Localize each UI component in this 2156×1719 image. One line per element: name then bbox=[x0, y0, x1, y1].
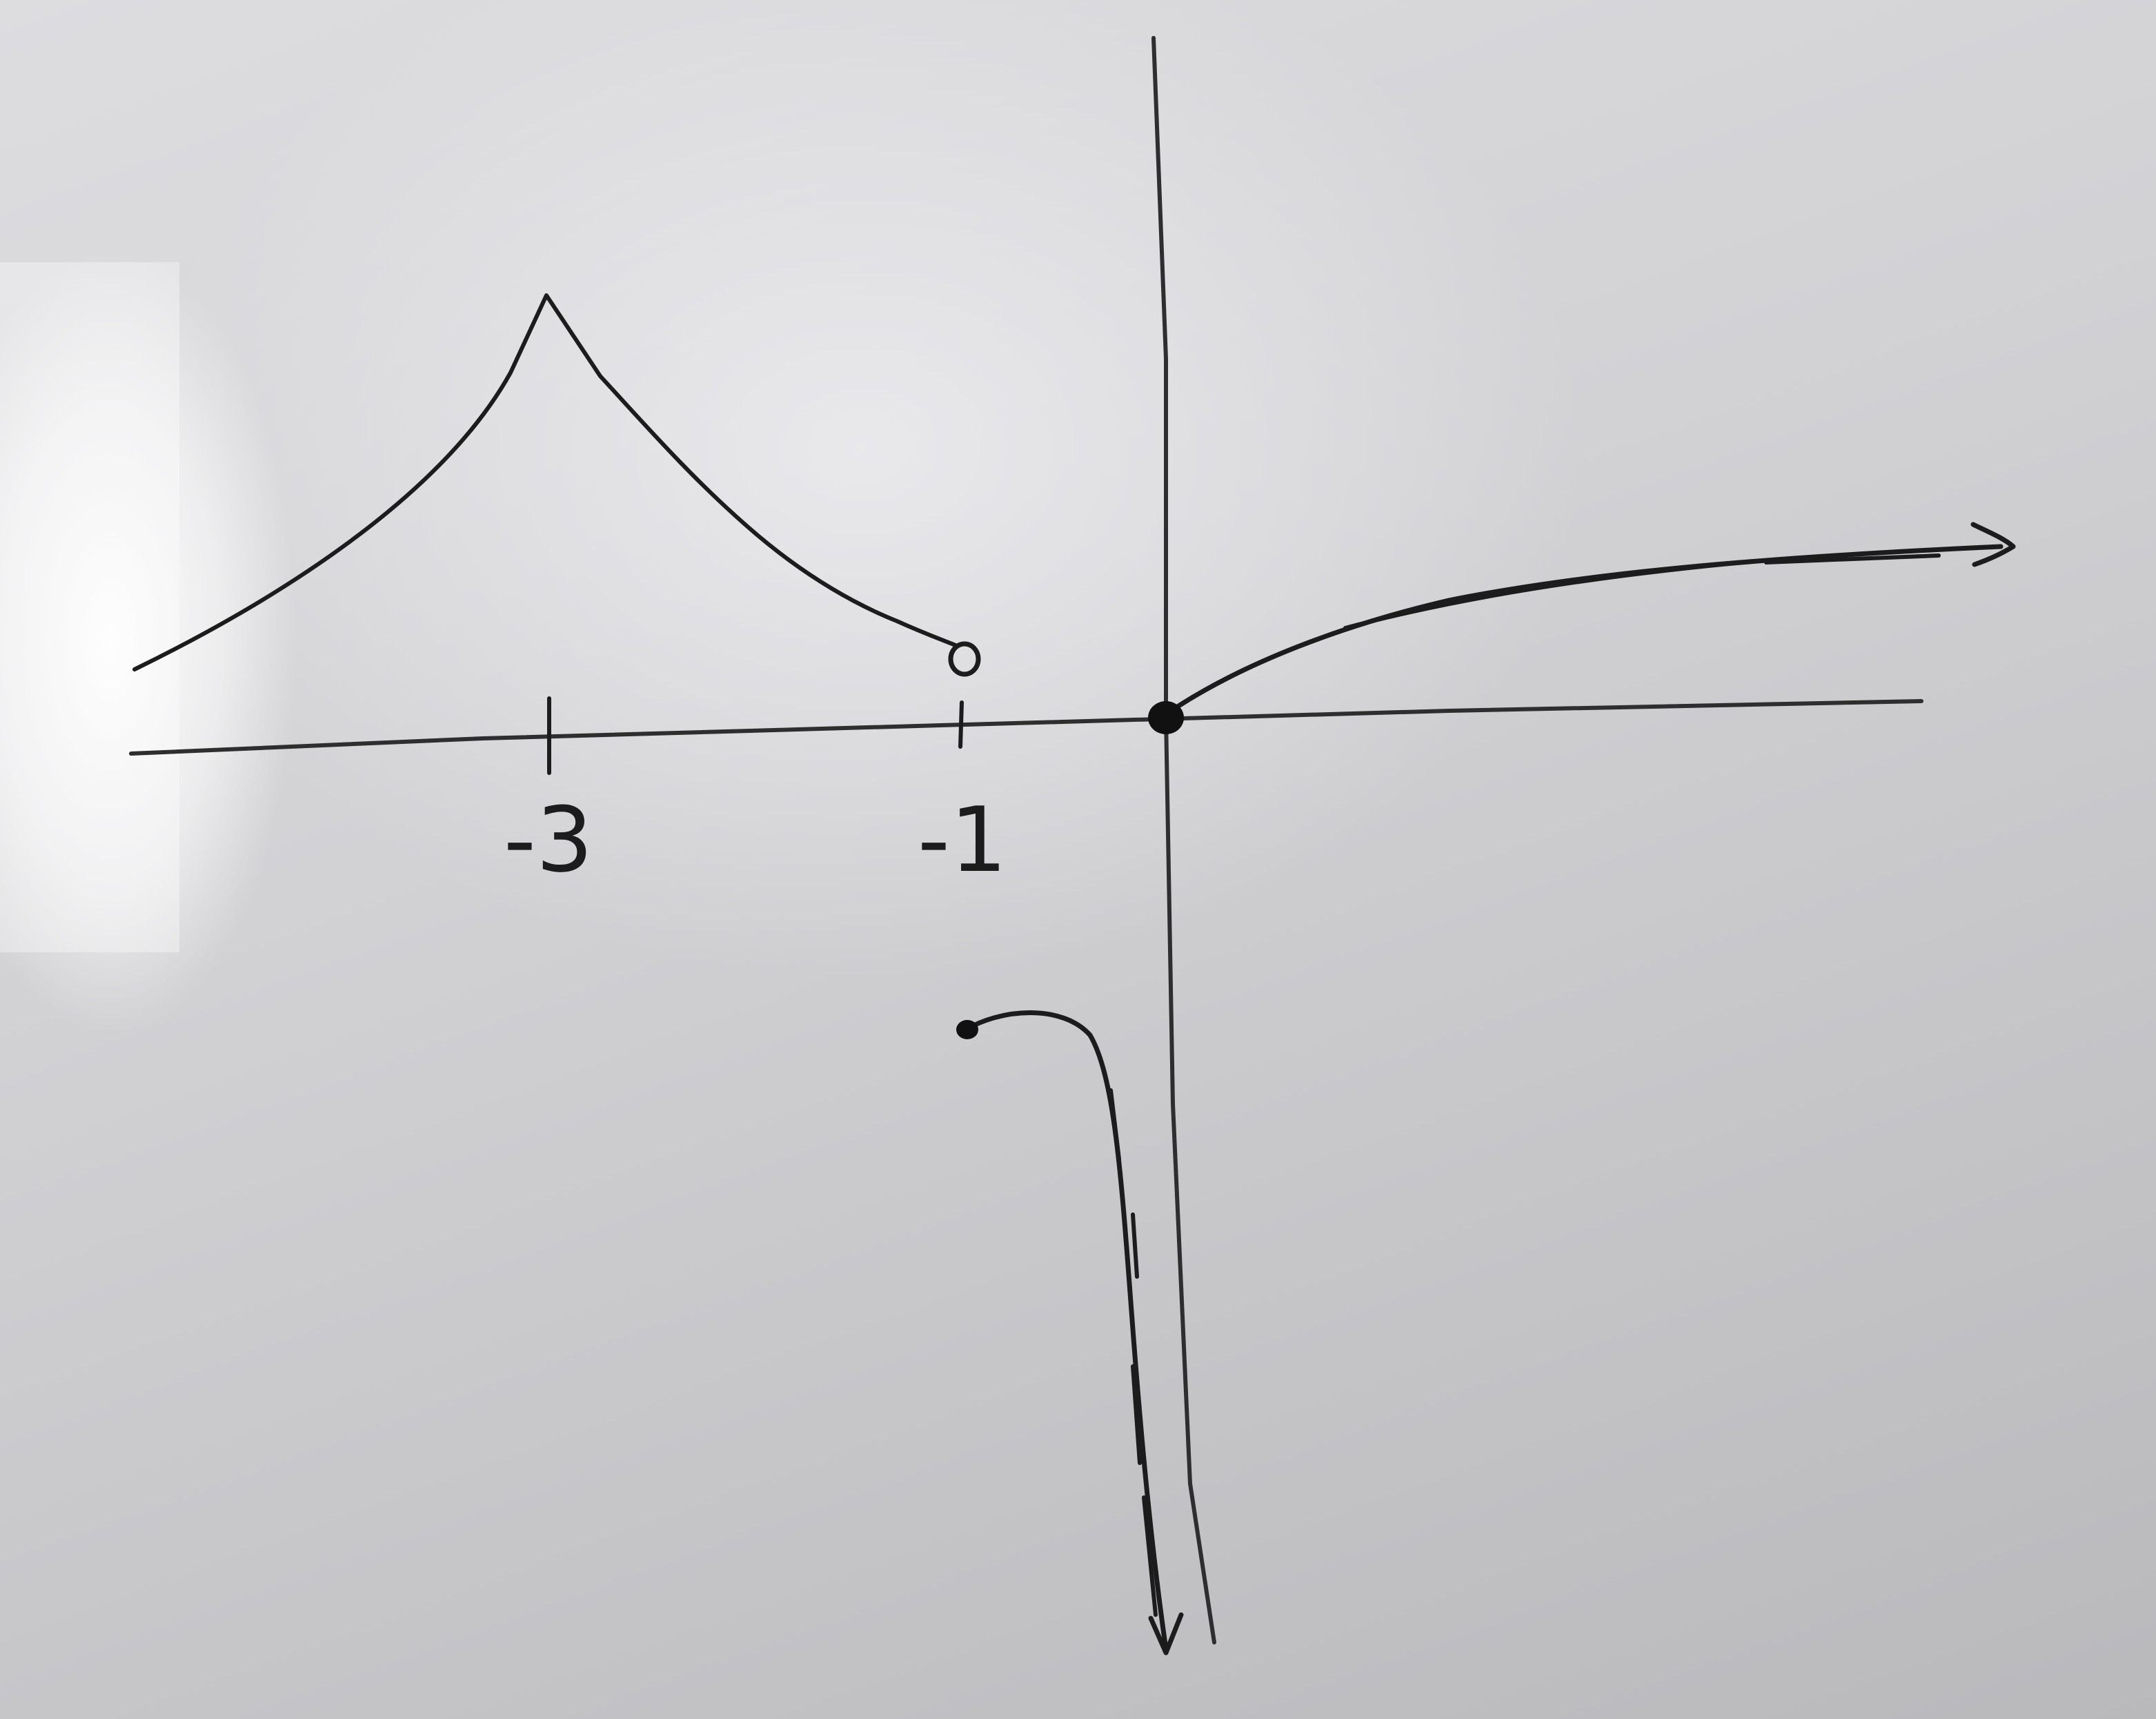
y-axis bbox=[1151, 36, 1216, 1644]
right-arrowhead bbox=[1970, 522, 2016, 567]
closed-endpoint-origin bbox=[1148, 701, 1184, 734]
increasing-curve bbox=[1163, 544, 2004, 717]
down-arrowhead bbox=[1148, 1612, 1184, 1656]
closed-endpoint-left bbox=[956, 1020, 978, 1039]
descending-curve-retrace bbox=[1109, 1088, 1158, 1617]
x-axis bbox=[129, 699, 1923, 756]
board-glare bbox=[0, 262, 179, 952]
cusp-curve bbox=[132, 293, 958, 671]
open-endpoint bbox=[948, 641, 981, 677]
tick-label-neg1: -1 bbox=[918, 787, 1007, 892]
tick-mark-neg1 bbox=[958, 700, 964, 749]
descending-curve bbox=[960, 1010, 1169, 1652]
increasing-curve-retrace bbox=[1343, 553, 1941, 630]
tick-label-neg3: -3 bbox=[504, 787, 593, 892]
